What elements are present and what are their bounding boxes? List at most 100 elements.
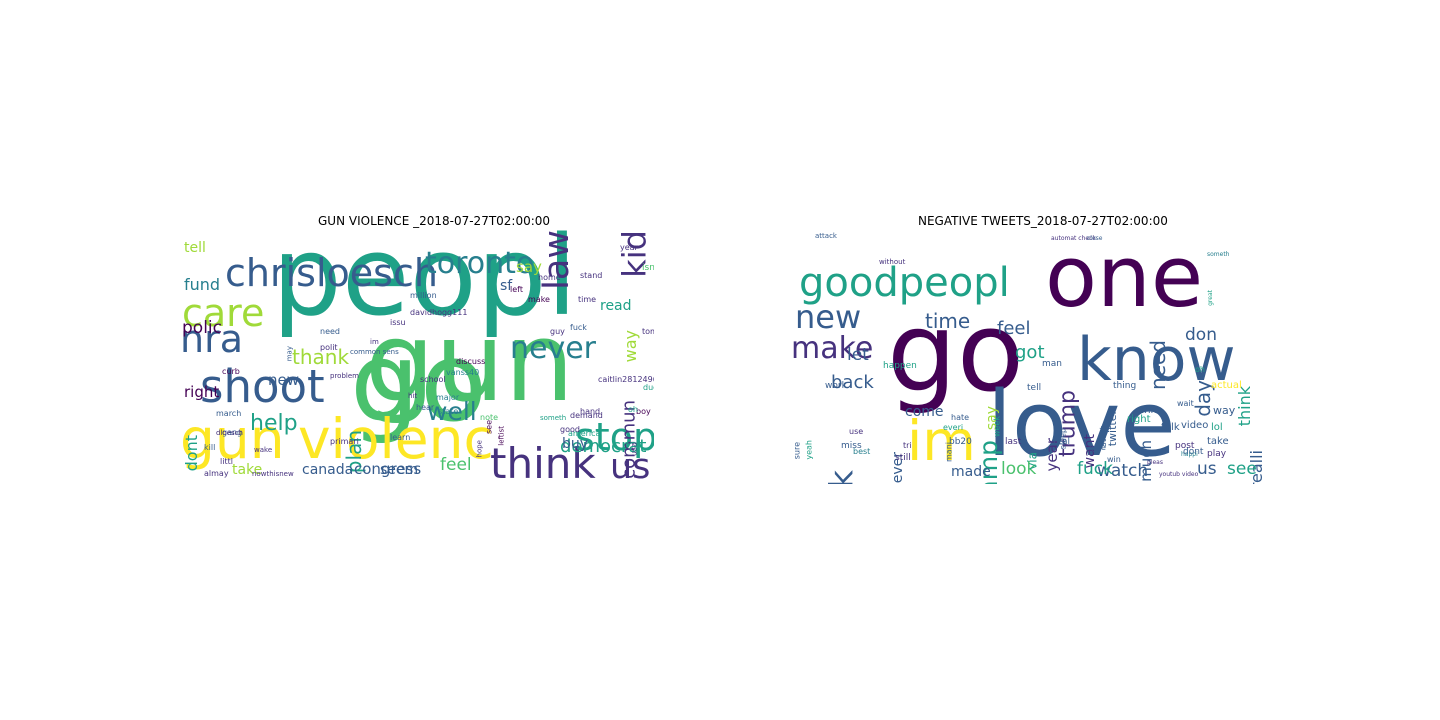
word-miss: miss: [841, 441, 862, 451]
word-talk: talk: [1161, 422, 1180, 433]
word-see: see: [1227, 459, 1257, 479]
word-nowthisnew: nowthisnew: [252, 470, 294, 478]
word-attack: attack: [815, 232, 838, 240]
word-common-sens: common sens: [350, 348, 399, 356]
word-america: america: [568, 429, 601, 438]
word-automat-check: automat check: [1051, 235, 1096, 242]
word-due: due: [643, 383, 654, 392]
word-littl: littl: [220, 457, 233, 466]
word-look: look: [1001, 459, 1037, 479]
word-hand: hand: [580, 407, 600, 416]
word-nra: nra: [180, 317, 243, 361]
word-someth: someth: [1207, 251, 1230, 258]
word-hear: hear: [416, 403, 435, 412]
word-win: win: [1107, 455, 1121, 464]
word-wait: wait: [1177, 399, 1194, 408]
word-sleep: sleep: [1058, 428, 1067, 449]
word-way: way: [621, 330, 640, 362]
word-seem: seem: [380, 462, 418, 478]
word-come: come: [905, 404, 944, 420]
word-oh: oh: [1195, 365, 1205, 374]
word-chrisloesch: chrisloesch: [225, 251, 438, 295]
word-thank: thank: [292, 345, 349, 369]
word-use: use: [849, 427, 863, 436]
right-chart-title: NEGATIVE TWEETS_2018-07-27T02:00:00: [918, 214, 1168, 228]
word-back: back: [831, 372, 874, 393]
word-gun: gun: [365, 298, 574, 426]
word-thank: thank: [823, 470, 861, 484]
word-kill: kill: [204, 443, 215, 452]
word-hit: hit: [408, 392, 417, 400]
word-thing: thing: [1113, 381, 1136, 391]
word-vanss40: vanss40: [446, 368, 479, 377]
word-kid: kid: [616, 230, 654, 278]
word-im: im: [907, 409, 976, 473]
word-without: without: [879, 258, 906, 266]
word-us: us: [1197, 459, 1217, 479]
word-dont: dont: [1183, 447, 1204, 457]
word-last: last: [1005, 437, 1022, 447]
word-note: note: [480, 413, 498, 422]
word-video: video: [1181, 420, 1208, 431]
word-good: good: [560, 425, 580, 434]
word-time: time: [925, 309, 970, 333]
word-oh: oh: [628, 405, 638, 414]
word-play: play: [1207, 449, 1227, 459]
word-demand: demand: [570, 411, 603, 420]
word-shoot: shoot: [200, 360, 325, 413]
word-read: read: [600, 298, 632, 314]
word-love: love: [987, 372, 1176, 477]
word-care: care: [182, 291, 264, 335]
word-state: state: [438, 407, 458, 416]
word-curb: curb: [222, 367, 240, 376]
word-made: made: [951, 464, 991, 480]
word-tomilahren: tomilahren: [642, 327, 654, 336]
word-pleas: pleas: [1147, 459, 1163, 466]
word-go: go: [887, 288, 1024, 416]
word-watch: watch: [1097, 461, 1148, 481]
word-post: post: [1175, 441, 1195, 451]
word-everi: everi: [943, 423, 963, 432]
word-primari: primari: [330, 437, 359, 446]
word-best: best: [853, 447, 870, 456]
word-go: go: [350, 318, 487, 446]
word-almay: almay: [204, 469, 229, 478]
word-toronto: toronto: [425, 246, 534, 281]
word-davidhogg111: davidhogg111: [410, 308, 467, 317]
word-day: day: [1191, 380, 1215, 417]
word-lol: lol: [1211, 422, 1223, 433]
word-real: real: [1053, 437, 1070, 447]
word-see: see: [484, 420, 493, 434]
word-never: never: [890, 452, 906, 484]
word-home: home: [538, 273, 561, 282]
word-tell: tell: [184, 240, 206, 256]
word-gang: gang: [222, 428, 242, 437]
word-one: one: [1045, 230, 1203, 327]
gun-violence-word-cloud: peopl gun go violenc gun shoot think chrisloesc…: [180, 230, 654, 484]
word-may: may: [286, 346, 294, 361]
word-via: via: [1026, 452, 1040, 470]
word-fund: fund: [184, 275, 220, 294]
word-dont: dont: [182, 435, 201, 471]
word-stop: stop: [575, 415, 654, 459]
word-right: right: [184, 383, 219, 401]
word-hope: hope: [476, 440, 484, 457]
word-violenc: violenc: [298, 407, 494, 471]
word-close: close: [1087, 235, 1103, 242]
word-make: make: [791, 331, 873, 366]
word-right: right: [1127, 414, 1151, 425]
word-don: don: [1185, 325, 1217, 345]
word-say: say: [984, 406, 1000, 430]
word-law: law: [537, 230, 577, 290]
word-polic: polic: [182, 318, 222, 338]
word-time: time: [578, 295, 596, 304]
word-stand: stand: [580, 271, 602, 280]
word-trump: trump: [1056, 390, 1081, 457]
word-major: major: [436, 393, 460, 402]
word-twitter: twitter: [1106, 410, 1119, 447]
word-give: give: [1089, 443, 1106, 452]
word-new: new: [268, 371, 299, 389]
word-wake: wake: [254, 446, 272, 454]
word-tri: tri: [903, 441, 912, 450]
